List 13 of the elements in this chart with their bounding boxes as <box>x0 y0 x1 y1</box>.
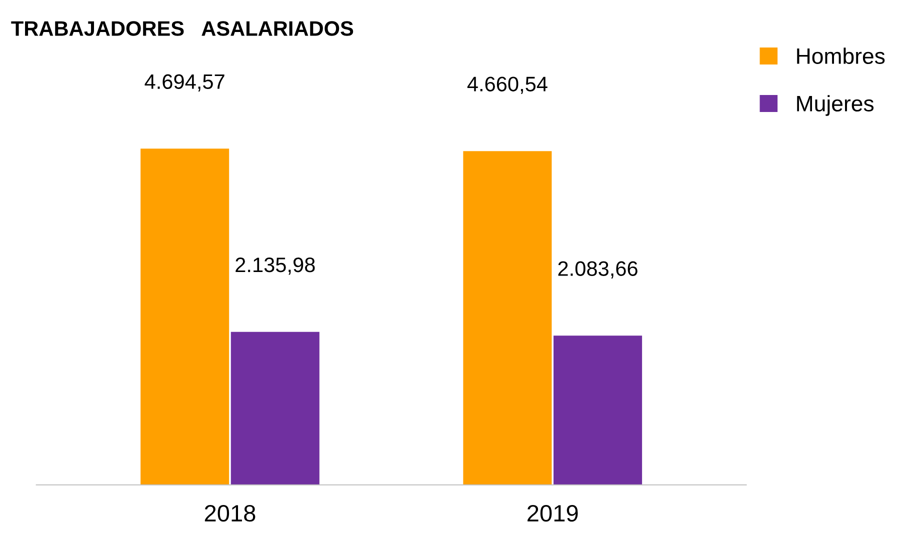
bar <box>554 336 642 485</box>
bar <box>463 151 552 485</box>
bar <box>140 148 230 485</box>
data-label: 4.660,54 <box>467 76 548 94</box>
x-tick-label: 2019 <box>528 504 578 522</box>
data-label: 2.135,98 <box>236 257 315 275</box>
data-label: 2.083,66 <box>558 261 638 278</box>
legend-label: Hombres <box>797 48 885 64</box>
data-label: 4.694,57 <box>144 74 224 92</box>
legend-label: Mujeres <box>797 95 874 116</box>
chart-title: TRABAJADORES ASALARIADOS <box>11 21 354 36</box>
x-tick-label: 2018 <box>204 504 256 522</box>
bar <box>230 332 320 485</box>
